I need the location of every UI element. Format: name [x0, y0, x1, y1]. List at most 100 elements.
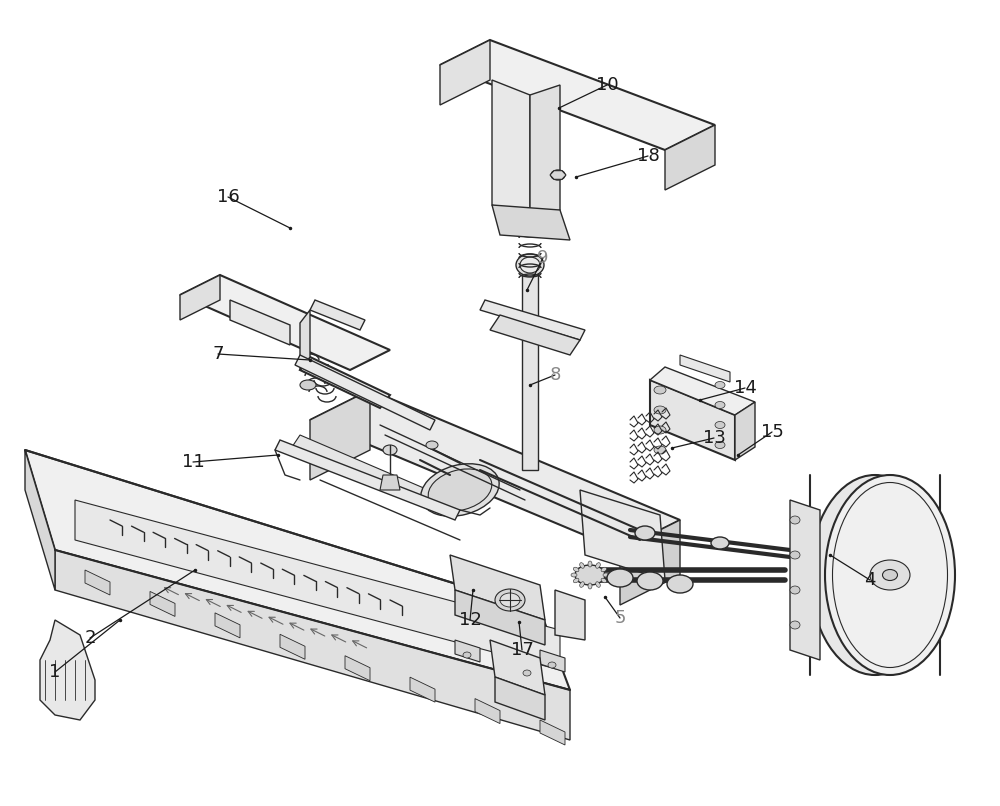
- Ellipse shape: [601, 567, 607, 571]
- Polygon shape: [492, 205, 570, 240]
- Polygon shape: [650, 380, 735, 460]
- Ellipse shape: [500, 593, 520, 607]
- Text: 16: 16: [217, 188, 239, 206]
- Text: 15: 15: [761, 423, 783, 441]
- Ellipse shape: [421, 463, 499, 517]
- Text: 13: 13: [703, 429, 725, 447]
- Polygon shape: [410, 677, 435, 702]
- Polygon shape: [540, 720, 565, 745]
- Text: 14: 14: [734, 379, 756, 397]
- Polygon shape: [310, 300, 365, 330]
- Polygon shape: [310, 390, 370, 480]
- Ellipse shape: [548, 662, 556, 668]
- Text: 11: 11: [182, 453, 204, 471]
- Polygon shape: [550, 171, 566, 179]
- Polygon shape: [310, 390, 680, 550]
- Ellipse shape: [790, 621, 800, 629]
- Ellipse shape: [495, 589, 525, 611]
- Polygon shape: [530, 85, 560, 220]
- Ellipse shape: [580, 563, 584, 568]
- Polygon shape: [75, 500, 560, 670]
- Polygon shape: [300, 310, 310, 370]
- Ellipse shape: [715, 422, 725, 429]
- Polygon shape: [455, 640, 480, 662]
- Polygon shape: [555, 590, 585, 640]
- Polygon shape: [475, 699, 500, 724]
- Ellipse shape: [523, 670, 531, 676]
- Ellipse shape: [715, 442, 725, 448]
- Ellipse shape: [637, 572, 663, 590]
- Ellipse shape: [551, 170, 565, 180]
- Ellipse shape: [790, 551, 800, 559]
- Polygon shape: [540, 650, 565, 672]
- Ellipse shape: [654, 426, 666, 434]
- Ellipse shape: [870, 560, 910, 590]
- Ellipse shape: [571, 573, 577, 577]
- Ellipse shape: [428, 469, 492, 511]
- Ellipse shape: [520, 257, 540, 273]
- Text: 18: 18: [637, 147, 659, 165]
- Ellipse shape: [596, 582, 600, 588]
- Text: 10: 10: [596, 76, 618, 94]
- Polygon shape: [735, 402, 755, 460]
- Polygon shape: [522, 270, 538, 470]
- Text: 9: 9: [537, 249, 549, 267]
- Polygon shape: [440, 40, 715, 150]
- Ellipse shape: [300, 380, 316, 390]
- Polygon shape: [25, 450, 570, 690]
- Polygon shape: [215, 613, 240, 638]
- Polygon shape: [790, 500, 820, 660]
- Ellipse shape: [580, 582, 584, 588]
- Ellipse shape: [573, 567, 579, 571]
- Ellipse shape: [463, 652, 471, 658]
- Ellipse shape: [516, 254, 544, 276]
- Ellipse shape: [790, 516, 800, 524]
- Polygon shape: [230, 300, 290, 345]
- Polygon shape: [295, 355, 435, 430]
- Text: 8: 8: [549, 366, 561, 384]
- Polygon shape: [492, 80, 530, 220]
- Polygon shape: [55, 550, 570, 740]
- Polygon shape: [440, 40, 490, 105]
- Ellipse shape: [575, 565, 605, 585]
- Ellipse shape: [603, 573, 609, 577]
- Polygon shape: [455, 590, 545, 645]
- Text: 4: 4: [864, 571, 876, 589]
- Polygon shape: [275, 440, 460, 520]
- Ellipse shape: [715, 381, 725, 388]
- Polygon shape: [490, 315, 580, 355]
- Polygon shape: [180, 275, 220, 320]
- Polygon shape: [180, 275, 390, 370]
- Ellipse shape: [383, 445, 397, 455]
- Ellipse shape: [573, 578, 579, 583]
- Text: 7: 7: [212, 345, 224, 363]
- Polygon shape: [380, 475, 400, 490]
- Polygon shape: [85, 570, 110, 595]
- Ellipse shape: [715, 401, 725, 409]
- Polygon shape: [580, 490, 665, 580]
- Ellipse shape: [426, 441, 438, 449]
- Text: 2: 2: [84, 629, 96, 647]
- Polygon shape: [495, 677, 545, 720]
- Polygon shape: [620, 520, 680, 605]
- Ellipse shape: [825, 475, 955, 675]
- Polygon shape: [345, 656, 370, 681]
- Polygon shape: [480, 300, 585, 340]
- Text: 12: 12: [459, 611, 481, 629]
- Ellipse shape: [654, 386, 666, 394]
- Ellipse shape: [667, 575, 693, 593]
- Text: 1: 1: [49, 663, 61, 681]
- Polygon shape: [515, 658, 540, 680]
- Polygon shape: [490, 640, 545, 695]
- Ellipse shape: [883, 570, 898, 580]
- Polygon shape: [300, 357, 390, 408]
- Polygon shape: [150, 592, 175, 617]
- Ellipse shape: [588, 583, 592, 589]
- Ellipse shape: [596, 563, 600, 568]
- Polygon shape: [280, 634, 305, 659]
- Text: 17: 17: [511, 641, 533, 659]
- Ellipse shape: [810, 475, 940, 675]
- Ellipse shape: [654, 406, 666, 414]
- Text: 5: 5: [614, 609, 626, 627]
- Ellipse shape: [588, 561, 592, 567]
